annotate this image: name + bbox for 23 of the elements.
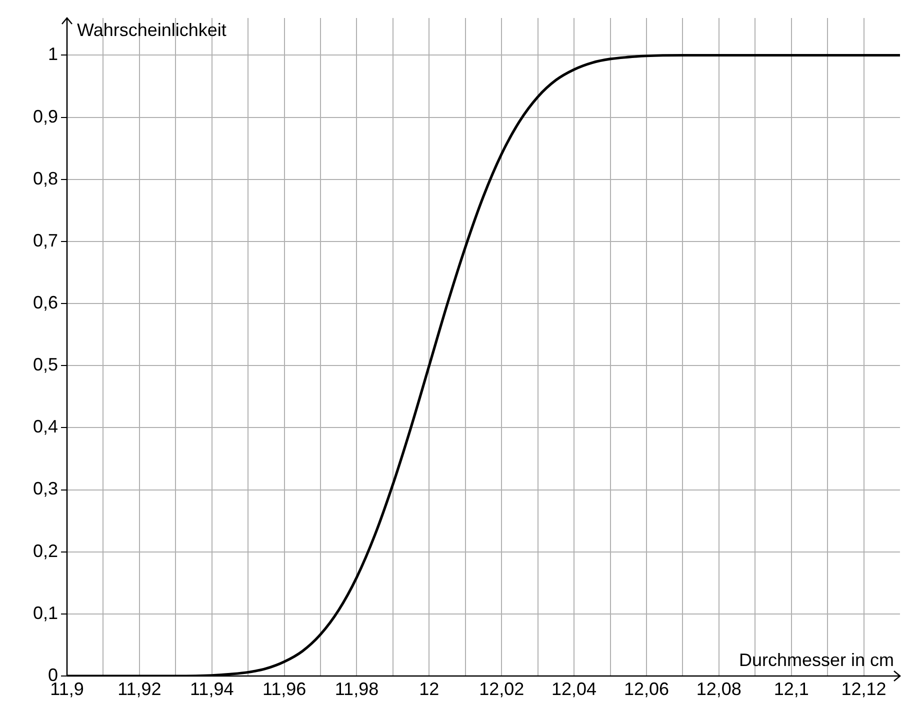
x-tick-label: 12,06: [624, 678, 669, 699]
y-tick-label: 0,1: [32, 602, 58, 623]
y-tick-label: 0,6: [32, 292, 58, 313]
y-tick-label: 0,5: [32, 354, 58, 375]
x-tick-label: 12,04: [552, 678, 597, 699]
x-tick-label: 11,92: [118, 678, 162, 699]
x-tick-label: 11,94: [190, 678, 234, 699]
x-axis-title: Durchmesser in cm: [738, 650, 894, 670]
y-axis-title: Wahrscheinlichkeit: [77, 20, 226, 40]
x-tick-label: 12,12: [841, 678, 886, 699]
y-tick-label: 0,9: [32, 106, 58, 126]
y-tick-label: 0,4: [32, 416, 58, 437]
y-tick-label: 1: [48, 44, 58, 64]
y-tick-label: 0,3: [32, 478, 58, 499]
x-tick-label: 12: [419, 678, 440, 699]
y-tick-label: 0,2: [32, 540, 58, 561]
x-tick-label: 11,98: [334, 678, 379, 699]
x-tick-label: 11,96: [262, 678, 306, 699]
x-tick-label: 12,02: [479, 678, 524, 699]
y-tick-label: 0,7: [32, 230, 58, 250]
x-tick-label: 12,1: [774, 678, 809, 699]
x-tick-label: 12,08: [696, 678, 742, 699]
y-tick-label: 0,8: [32, 168, 58, 188]
